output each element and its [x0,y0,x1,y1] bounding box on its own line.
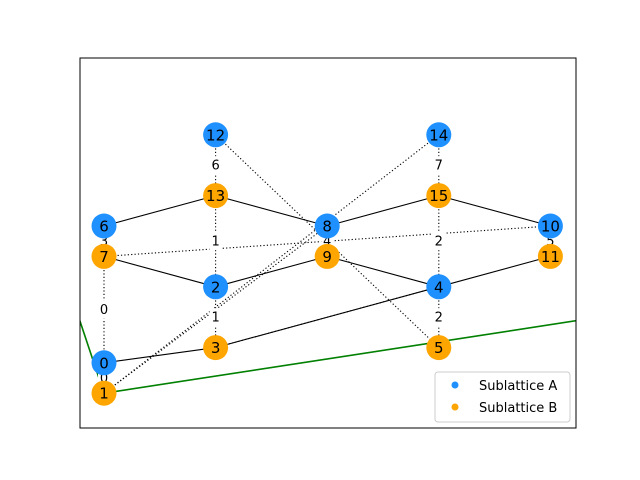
node-marker [203,335,229,361]
node-marker [91,350,117,376]
legend-label-sublattice-b: Sublattice B [479,401,557,416]
node-0: 0 [91,350,117,376]
legend-marker-sublattice-b [451,403,459,411]
node-label: 11 [541,248,560,266]
node-label: 12 [206,126,225,144]
edge-6-13 [103,195,216,227]
node-label: 9 [322,248,332,266]
edge-13-8 [215,195,328,227]
node-label: 5 [434,339,444,357]
edge-7-2 [103,255,216,288]
edge-label-bg [98,300,110,319]
node-label: 0 [99,354,109,372]
node-5: 5 [426,335,452,361]
node-2: 2 [203,274,229,300]
node-marker [537,213,563,239]
node-8: 8 [314,213,340,239]
edge-15-10 [438,195,551,227]
node-label: 3 [211,339,221,357]
node-marker [537,243,563,269]
edge-4-11 [438,255,551,288]
edge-label: 4 [323,235,331,250]
boundary-line-right [103,319,576,394]
edge-label-bg [432,156,445,175]
node-label: 10 [541,218,560,236]
edge-0-3 [103,347,216,364]
node-marker [91,213,117,239]
node-marker [203,274,229,300]
node-marker [426,122,452,148]
node-label: 15 [429,187,448,205]
node-label: 6 [99,218,109,236]
node-12: 12 [203,122,229,148]
edge-label: 2 [435,235,443,250]
node-10: 10 [537,213,563,239]
edge-label: 0 [100,303,108,318]
node-4: 4 [426,274,452,300]
plot-frame [79,57,577,429]
edge-label: 7 [435,159,443,174]
node-label: 13 [206,187,225,205]
node-14: 14 [426,122,452,148]
node-1: 1 [91,380,117,406]
node-label: 1 [99,385,109,403]
node-marker [203,183,229,209]
edge-label: 3 [100,235,108,250]
legend-label-sublattice-a: Sublattice A [479,379,557,394]
legend-marker-sublattice-a [451,381,459,389]
edge-label: 6 [211,159,219,174]
edge-2-9 [215,255,328,288]
node-11: 11 [537,243,563,269]
node-marker [314,213,340,239]
node-label: 2 [211,278,221,296]
edge-label-bg [209,232,222,251]
node-marker [203,122,229,148]
edge-label-bg [432,308,445,327]
node-marker [91,243,117,269]
edge-label-bg [432,232,445,251]
edge-label-bg [209,156,222,175]
node-marker [426,274,452,300]
node-label: 14 [429,126,448,144]
node-label: 4 [434,278,444,296]
edge-label: 2 [435,311,443,326]
edge-label: 1 [211,311,219,326]
edge-label-bg [209,308,222,327]
legend-box [434,371,571,423]
node-label: 8 [322,218,332,236]
edge-label: 5 [546,235,554,250]
node-3: 3 [203,335,229,361]
node-marker [426,335,452,361]
bond-3-4 [215,286,439,349]
bond-1-14 [103,134,440,394]
node-label: 7 [99,248,109,266]
node-13: 13 [203,183,229,209]
edge-label: 1 [211,235,219,250]
edge-8-15 [327,195,439,227]
node-15: 15 [426,183,452,209]
node-marker [91,380,117,406]
node-9: 9 [314,243,340,269]
node-7: 7 [91,243,117,269]
edge-label: 0 [100,372,108,387]
edge-9-4 [327,255,439,288]
node-marker [426,183,452,209]
node-6: 6 [91,213,117,239]
legend: Sublattice A Sublattice B [434,371,571,423]
node-marker [314,243,340,269]
